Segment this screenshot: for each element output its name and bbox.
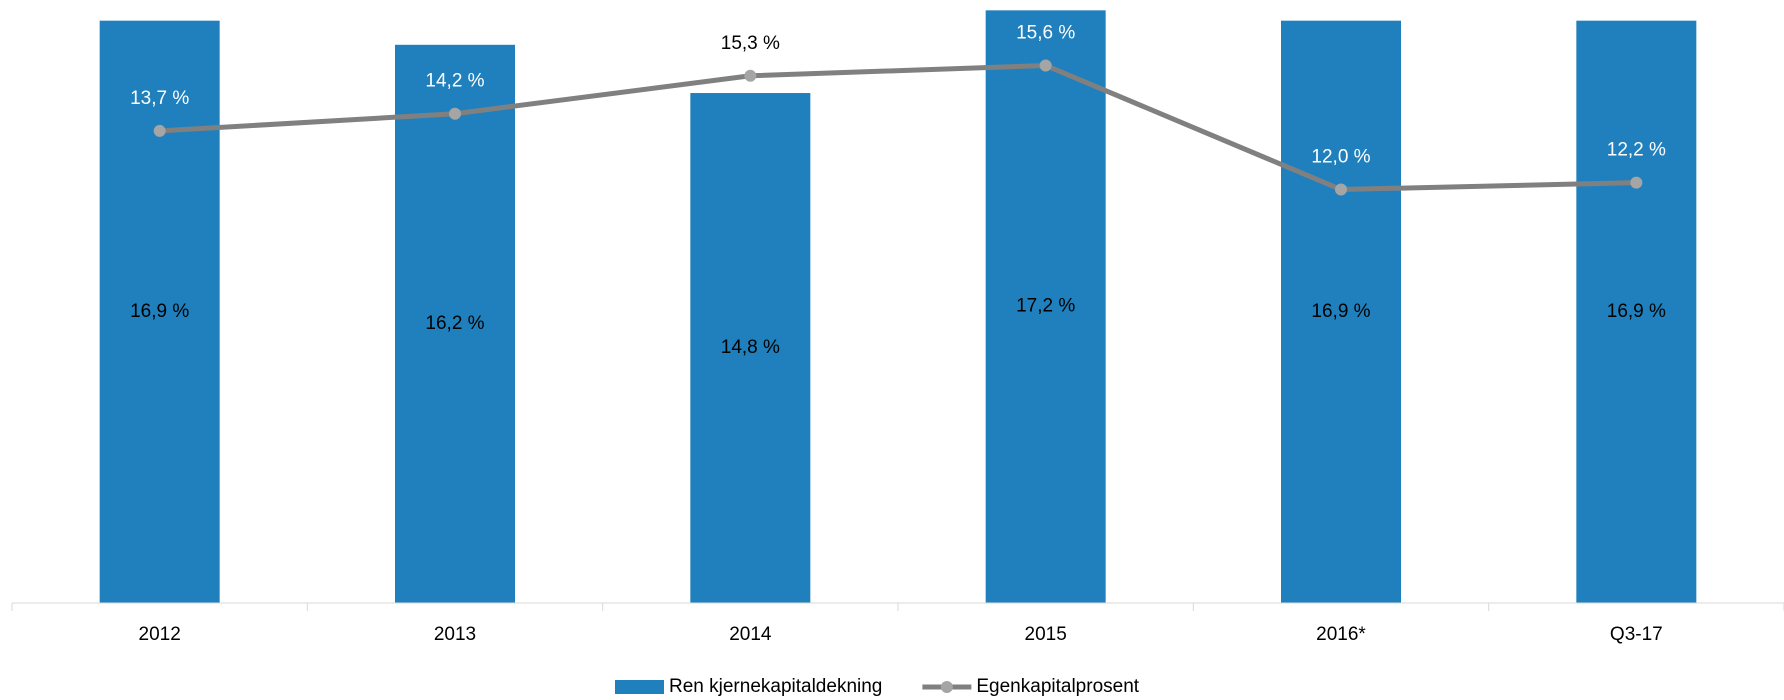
x-tick-label: 2014 [729, 624, 772, 645]
bar-value-label: 16,9 % [1607, 301, 1666, 322]
bar [1281, 20, 1401, 603]
x-tick-label: 2012 [139, 624, 181, 645]
bar [985, 10, 1106, 603]
line-value-label: 15,6 % [1016, 22, 1075, 43]
bar-value-label: 14,8 % [721, 337, 780, 358]
bar [1576, 20, 1697, 603]
legend: Ren kjernekapitaldekning Egenkapitalprose… [615, 676, 1140, 697]
bar-value-label: 16,9 % [130, 301, 189, 322]
bar-value-label: 17,2 % [1016, 296, 1075, 317]
line-marker [153, 124, 166, 137]
bar [395, 44, 515, 603]
line [159, 62, 1637, 193]
line-value-label: 12,2 % [1607, 140, 1666, 161]
line-value-label: 14,2 % [425, 71, 484, 92]
line-value-label: 15,3 % [721, 33, 780, 54]
legend-label: Egenkapitalprosent [976, 676, 1139, 697]
legend-label: Ren kjernekapitaldekning [669, 676, 882, 697]
line-marker [744, 69, 757, 82]
bar-value-label: 16,2 % [425, 313, 484, 334]
bar-value-label: 16,9 % [1311, 301, 1370, 322]
x-tick-label: 2016* [1316, 624, 1366, 645]
bar [99, 20, 220, 603]
bar [690, 93, 811, 603]
line-marker [449, 107, 461, 120]
line-marker [1039, 59, 1052, 72]
line-value-label: 12,0 % [1311, 147, 1370, 168]
x-tick-label: 2015 [1025, 624, 1067, 645]
legend-swatch [615, 680, 664, 694]
x-tick-label: Q3-17 [1610, 624, 1663, 645]
line-value-label: 13,7 % [130, 88, 189, 109]
line-marker [1335, 183, 1347, 196]
line-marker [1630, 176, 1643, 189]
x-tick-label: 2013 [434, 624, 476, 645]
legend-marker [940, 681, 953, 693]
